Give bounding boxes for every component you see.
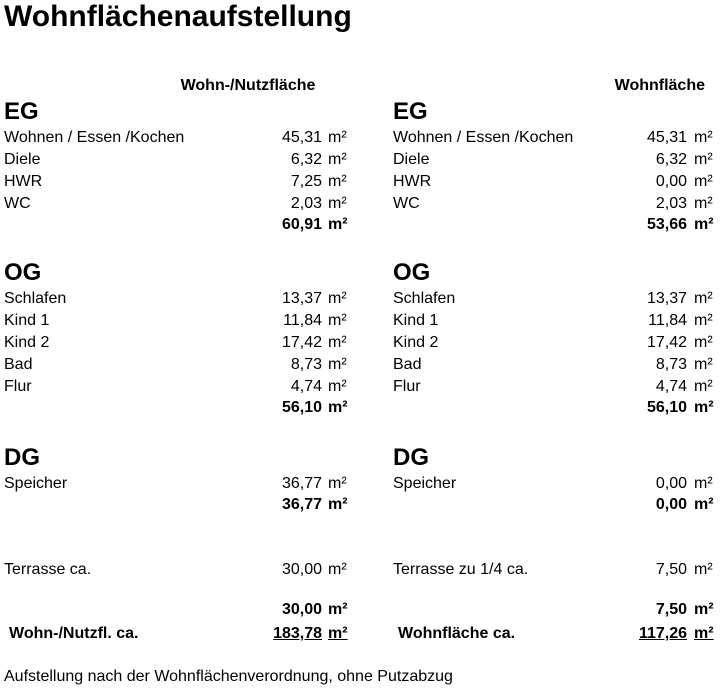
unit-label: m² [694,475,713,492]
room-area: 4,74 [655,378,687,395]
room-label: Kind 2 [393,334,439,351]
footer-note: Aufstellung nach der Wohnflächenverordnu… [4,668,453,685]
room-label: Flur [393,378,421,395]
unit-label: m² [694,129,713,146]
section-subtotal: 0,00 [655,496,687,513]
room-area: 17,42 [281,334,322,351]
room-label: Schlafen [4,290,67,307]
room-label: Diele [4,151,41,168]
room-area: 17,42 [646,334,687,351]
unit-label: m² [694,561,713,578]
unit-label: m² [328,216,348,233]
room-label: WC [4,195,31,212]
unit-label: m² [694,334,713,351]
unit-label: m² [328,312,347,329]
section-subtotal: 56,10 [646,399,687,416]
room-area: 2,03 [290,195,322,212]
unit-label: m² [328,625,348,642]
room-label: Diele [393,151,430,168]
terrace-area: 7,50 [655,561,687,578]
unit-label: m² [328,378,347,395]
total-label: Wohn-/Nutzfl. ca. [9,625,139,642]
room-area: 13,37 [281,290,322,307]
total-label: Wohnfläche ca. [398,625,516,642]
room-label: HWR [4,173,43,190]
room-area: 13,37 [646,290,687,307]
unit-label: m² [694,601,714,618]
section-heading: EG [4,98,39,125]
column-header: Wohn-/Nutzfläche [180,77,316,94]
room-label: Speicher [4,475,68,492]
section-heading: EG [393,98,428,125]
unit-label: m² [694,399,714,416]
room-area: 45,31 [281,129,322,146]
section-heading: OG [393,259,431,286]
unit-label: m² [694,151,713,168]
unit-label: m² [328,356,347,373]
section-subtotal: 36,77 [281,496,322,513]
room-label: Wohnen / Essen /Kochen [393,129,574,146]
room-area: 7,25 [290,173,322,190]
room-area: 4,74 [290,378,322,395]
room-area: 36,77 [281,475,322,492]
room-label: Bad [4,356,33,373]
section-subtotal: 53,66 [646,216,687,233]
unit-label: m² [328,173,347,190]
unit-label: m² [694,173,713,190]
room-label: Kind 1 [393,312,439,329]
unit-label: m² [328,151,347,168]
room-area: 0,00 [655,475,687,492]
section-heading: DG [393,444,429,471]
terrace-label: Terrasse zu 1/4 ca. [393,561,529,578]
unit-label: m² [328,561,347,578]
unit-label: m² [328,290,347,307]
room-label: Kind 2 [4,334,50,351]
unit-label: m² [328,195,347,212]
terrace-label: Terrasse ca. [4,561,92,578]
room-label: Wohnen / Essen /Kochen [4,129,185,146]
unit-label: m² [694,290,713,307]
terrace-subtotal: 30,00 [281,601,322,618]
unit-label: m² [328,475,347,492]
unit-label: m² [328,399,348,416]
room-area: 45,31 [646,129,687,146]
room-area: 8,73 [290,356,322,373]
room-area: 2,03 [655,195,687,212]
room-label: Speicher [393,475,457,492]
total-area: 183,78 [273,625,322,642]
room-label: WC [393,195,420,212]
unit-label: m² [694,356,713,373]
section-heading: DG [4,444,40,471]
section-subtotal: 60,91 [281,216,322,233]
room-label: Bad [393,356,422,373]
room-area: 6,32 [655,151,687,168]
room-label: HWR [393,173,432,190]
room-area: 0,00 [655,173,687,190]
section-subtotal: 56,10 [281,399,322,416]
page-title: Wohnflächenaufstellung [4,0,352,33]
unit-label: m² [328,129,347,146]
room-area: 11,84 [283,312,322,329]
room-label: Schlafen [393,290,456,307]
unit-label: m² [694,312,713,329]
unit-label: m² [694,195,713,212]
total-area: 117,26 [638,625,687,642]
column-header: Wohnfläche [614,77,705,94]
unit-label: m² [328,601,348,618]
unit-label: m² [328,334,347,351]
room-area: 8,73 [655,356,687,373]
unit-label: m² [694,378,713,395]
room-label: Kind 1 [4,312,50,329]
unit-label: m² [694,625,714,642]
unit-label: m² [328,496,348,513]
room-area: 6,32 [290,151,322,168]
unit-label: m² [694,216,714,233]
terrace-subtotal: 7,50 [655,601,687,618]
section-heading: OG [4,259,42,286]
room-area: 11,84 [648,312,687,329]
terrace-area: 30,00 [281,561,322,578]
room-label: Flur [4,378,32,395]
unit-label: m² [694,496,714,513]
